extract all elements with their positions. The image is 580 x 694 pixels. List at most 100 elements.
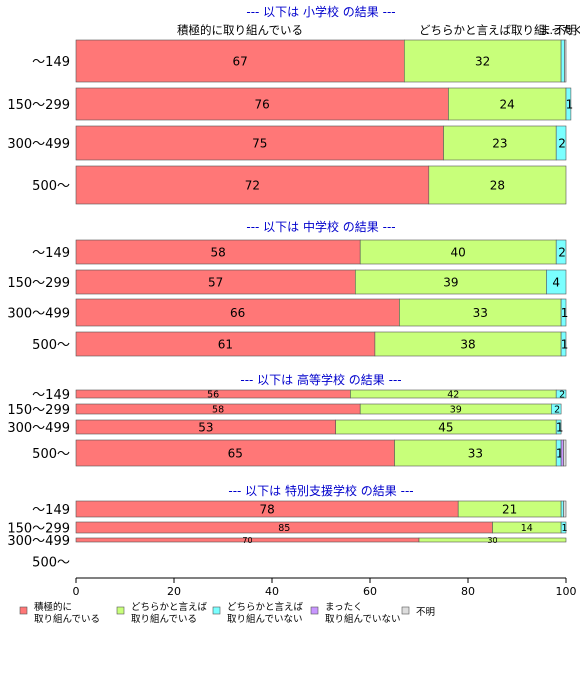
legend-swatch [19, 606, 28, 615]
category-label: 500～ [32, 556, 70, 571]
data-label: 38 [460, 338, 475, 352]
data-label: 72 [245, 179, 260, 193]
data-label: 75 [252, 137, 267, 151]
bar-segment [75, 239, 361, 265]
data-label: 70 [242, 536, 252, 545]
legend-label: どちらかと言えば取り組んでいない [227, 601, 304, 625]
data-label: 2 [559, 390, 565, 401]
bar-segment [555, 419, 562, 435]
bar-segment [560, 521, 567, 534]
data-label: 58 [210, 246, 225, 260]
category-label: 300～499 [7, 307, 70, 322]
data-label: 33 [473, 306, 488, 320]
bar-segment [403, 39, 562, 83]
bar-segment [546, 269, 567, 295]
bar-segment [75, 165, 430, 205]
bar-segment [560, 298, 567, 327]
column-header: 不明 [554, 23, 577, 37]
data-label: 2 [558, 137, 566, 151]
data-label: 1 [556, 421, 564, 435]
x-tick-label: 40 [265, 585, 279, 598]
bar-segment [555, 239, 567, 265]
section-title: --- 以下は 高等学校 の結果 --- [240, 372, 401, 387]
data-label: 85 [278, 523, 290, 534]
legend-label: 不明 [416, 607, 435, 618]
bar-segment [560, 439, 564, 467]
data-label: 53 [198, 421, 213, 435]
category-label: ～149 [32, 246, 70, 261]
legend-swatch [116, 606, 125, 615]
x-tick-label: 60 [363, 585, 377, 598]
category-label: 300～499 [7, 421, 70, 436]
data-label: 4 [552, 276, 560, 290]
bar-segment [75, 269, 356, 295]
x-tick-label: 20 [167, 585, 181, 598]
legend-label: まったく取り組んでいない [325, 602, 401, 625]
data-label: 39 [443, 276, 458, 290]
data-label: 45 [438, 421, 453, 435]
category-label: 300～499 [7, 534, 70, 549]
bar-segment [555, 125, 567, 161]
category-label: 500～ [32, 447, 70, 462]
bar-segment [560, 39, 565, 83]
category-label: ～149 [32, 55, 70, 70]
category-label: ～149 [32, 388, 70, 403]
bar-segment [394, 439, 557, 467]
data-label: 76 [255, 98, 270, 112]
bar-segment [75, 125, 444, 161]
legend-swatch [212, 606, 221, 615]
x-tick-label: 80 [461, 585, 475, 598]
data-label: 1 [566, 98, 574, 112]
data-label: 65 [228, 447, 243, 461]
column-header: まったく… [539, 23, 580, 37]
data-label: 1 [561, 338, 569, 352]
bar-segment [75, 331, 376, 357]
bar-segment [443, 125, 557, 161]
category-label: 300～499 [7, 137, 70, 152]
category-label: 150～299 [7, 403, 70, 418]
bar-segment [563, 500, 567, 518]
category-label: 150～299 [7, 522, 70, 537]
bar-segment [75, 439, 395, 467]
data-label: 40 [451, 246, 466, 260]
bar-segment [428, 165, 567, 205]
data-label: 42 [447, 390, 459, 401]
data-label: 32 [475, 55, 490, 69]
legend-swatch [310, 606, 319, 615]
data-label: 56 [207, 390, 219, 401]
legend-swatch [401, 606, 410, 615]
data-label: 61 [218, 338, 233, 352]
section-title: --- 以下は 中学校 の結果 --- [246, 219, 395, 234]
bar-segment [555, 389, 567, 399]
category-label: 150～299 [7, 276, 70, 291]
bar-segment [399, 298, 562, 327]
data-label: 1 [556, 447, 564, 461]
data-label: 66 [230, 306, 245, 320]
section-title: --- 以下は 特別支援学校 の結果 --- [228, 483, 413, 498]
category-label: 150～299 [7, 98, 70, 113]
data-label: 21 [502, 503, 517, 517]
bar-segment [75, 298, 400, 327]
bar-segment [560, 500, 564, 518]
category-label: 500～ [32, 179, 70, 194]
data-label: 33 [468, 447, 483, 461]
legend-label: 積極的に取り組んでいる [34, 601, 100, 625]
bar-segment [565, 87, 572, 121]
bar-segment [550, 403, 562, 415]
legend-label: どちらかと言えば取り組んでいる [131, 601, 208, 625]
data-label: 14 [521, 523, 533, 534]
section-title: --- 以下は 小学校 の結果 --- [246, 4, 395, 19]
bar-segment [564, 39, 567, 83]
data-label: 23 [492, 137, 507, 151]
data-label: 67 [233, 55, 248, 69]
bar-segment [354, 269, 547, 295]
category-label: 500～ [32, 338, 70, 353]
data-label: 30 [487, 536, 497, 545]
data-label: 1 [562, 523, 568, 534]
data-label: 24 [500, 98, 515, 112]
data-label: 58 [212, 405, 224, 416]
x-tick-label: 0 [73, 585, 80, 598]
data-label: 2 [558, 246, 566, 260]
data-label: 39 [450, 405, 462, 416]
